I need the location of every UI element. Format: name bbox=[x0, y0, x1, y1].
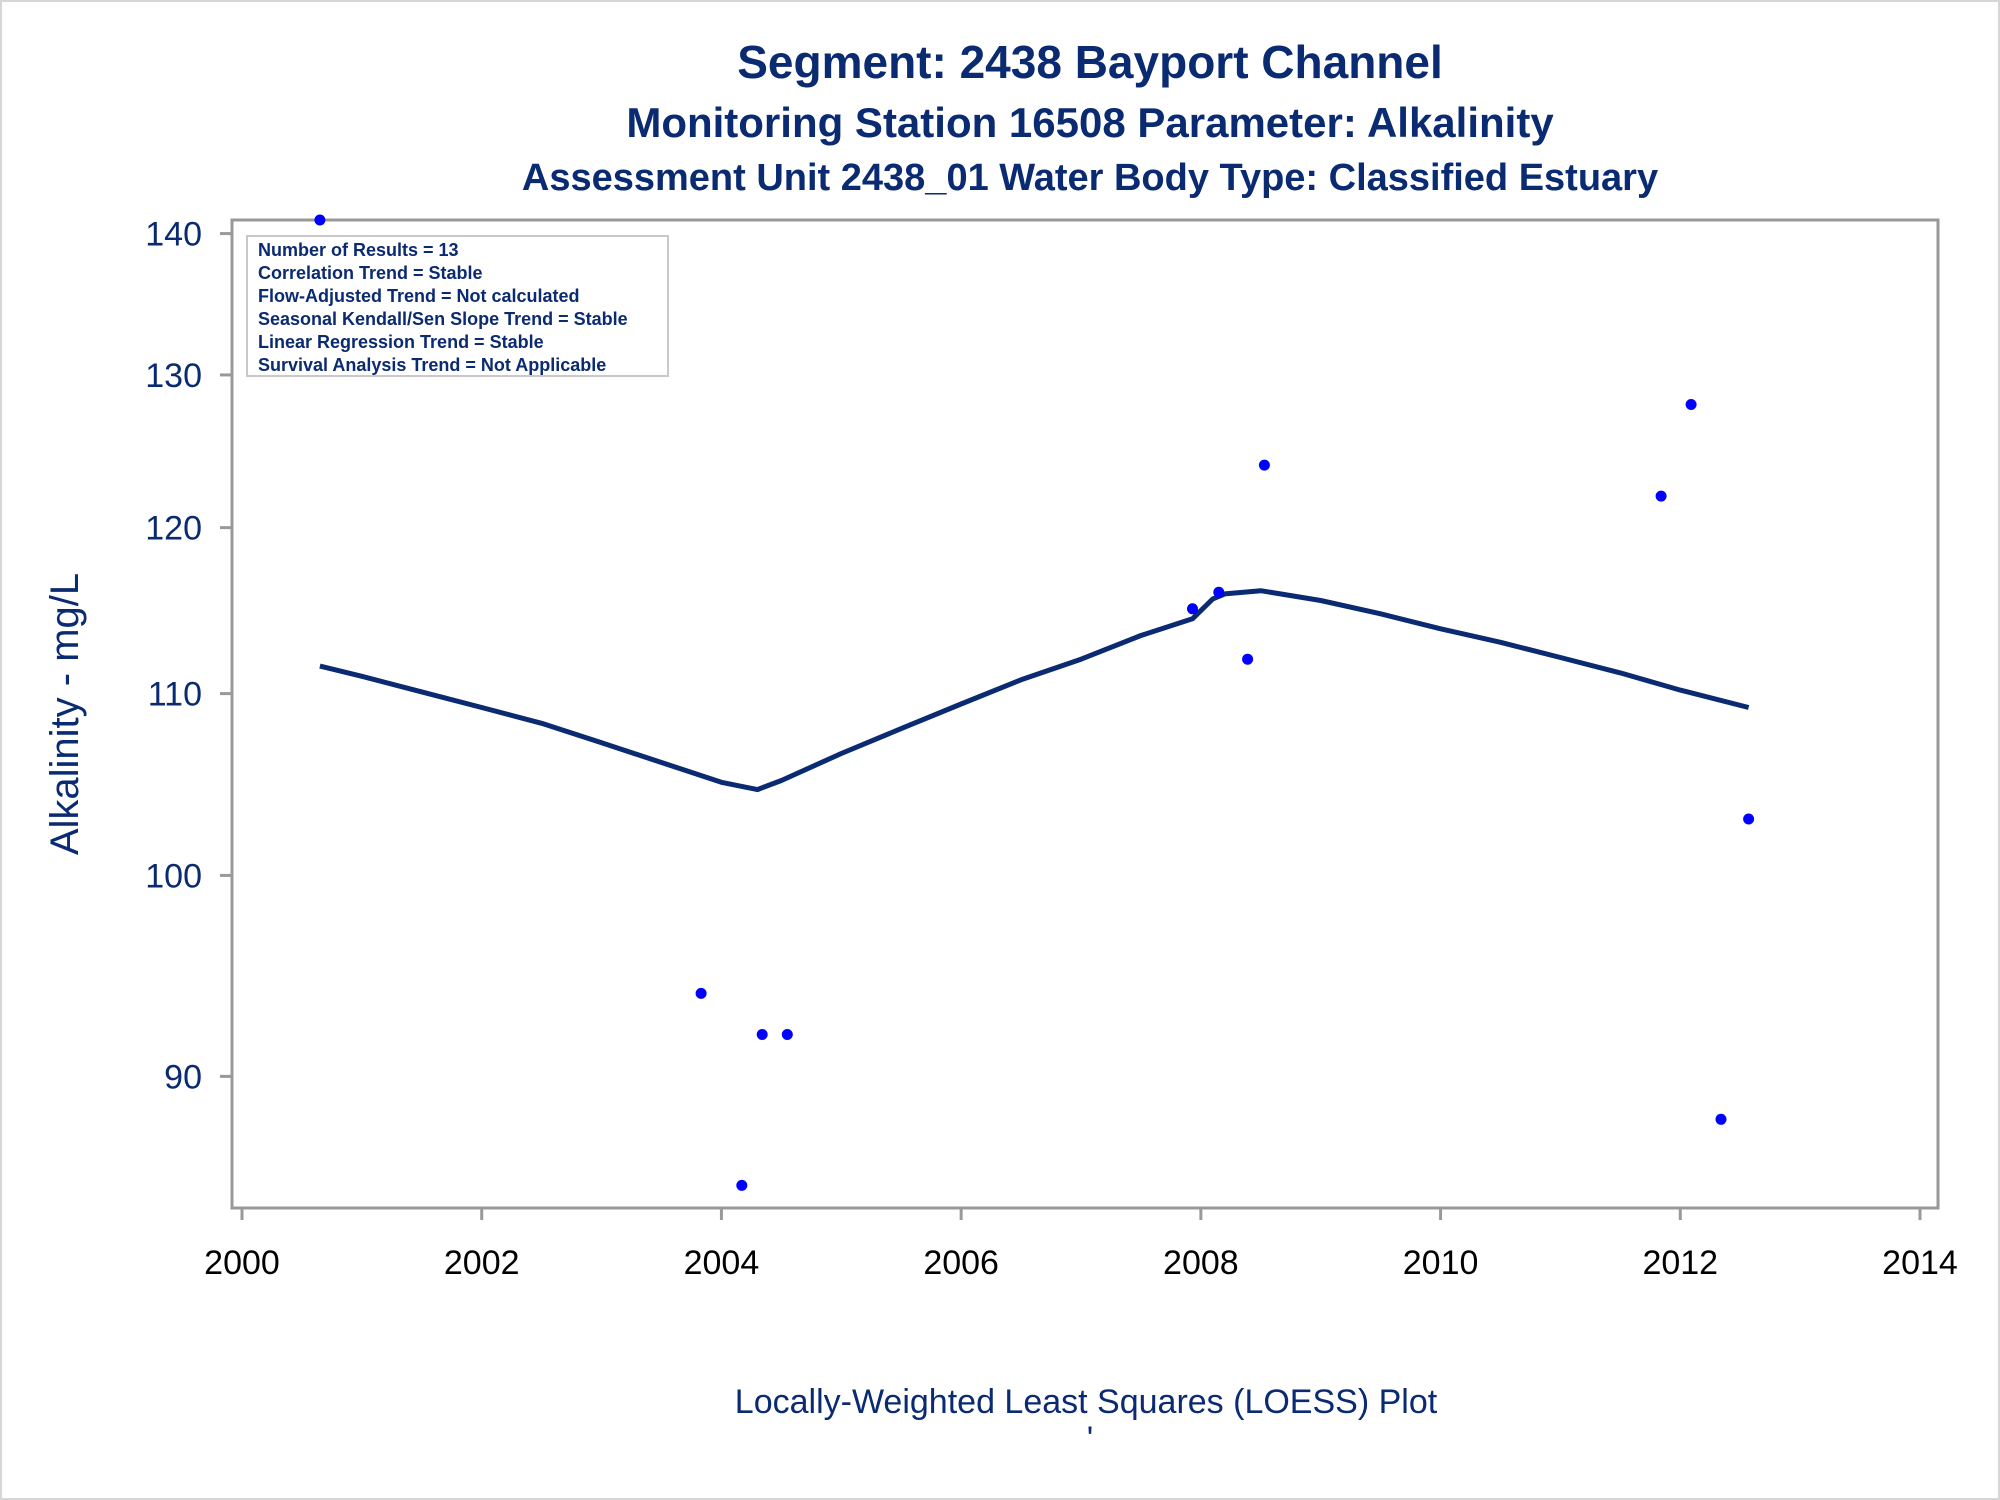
y-tick-label: 90 bbox=[164, 1058, 202, 1096]
y-tick-label: 140 bbox=[145, 216, 202, 254]
data-point bbox=[1715, 1113, 1727, 1125]
footnote: Locally-Weighted Least Squares (LOESS) P… bbox=[735, 1383, 1438, 1421]
data-point bbox=[1187, 603, 1198, 615]
x-tick-label: 2000 bbox=[204, 1244, 280, 1282]
x-tick-label: 2014 bbox=[1882, 1244, 1958, 1282]
x-tick-label: 2012 bbox=[1642, 1244, 1718, 1282]
x-tick-label: 2004 bbox=[684, 1244, 760, 1282]
footnote-mark: ' bbox=[1087, 1420, 1094, 1458]
data-point bbox=[1258, 459, 1270, 471]
data-point bbox=[1655, 490, 1667, 502]
stats-line-correlation: Correlation Trend = Stable bbox=[258, 263, 483, 283]
data-point bbox=[1743, 813, 1755, 825]
data-point bbox=[695, 987, 707, 999]
data-point bbox=[1242, 653, 1254, 665]
stats-line-seasonal-kendall: Seasonal Kendall/Sen Slope Trend = Stabl… bbox=[258, 309, 628, 329]
data-point bbox=[314, 214, 326, 226]
y-axis-label: Alkalinity - mg/L bbox=[43, 573, 87, 855]
data-point bbox=[1685, 399, 1697, 410]
y-tick-label: 110 bbox=[148, 676, 202, 714]
x-tick-label: 2008 bbox=[1163, 1244, 1239, 1282]
data-point bbox=[736, 1179, 748, 1191]
x-tick-label: 2006 bbox=[923, 1244, 999, 1282]
data-point bbox=[756, 1029, 768, 1040]
loess-series bbox=[319, 588, 1750, 793]
data-point bbox=[1213, 586, 1225, 598]
loess-line bbox=[319, 588, 1750, 793]
x-tick-label: 2002 bbox=[444, 1244, 520, 1282]
stats-line-survival: Survival Analysis Trend = Not Applicable bbox=[258, 355, 606, 375]
stats-line-flow-adjusted: Flow-Adjusted Trend = Not calculated bbox=[258, 286, 580, 306]
chart-subtitle: Monitoring Station 16508 Parameter: Alka… bbox=[626, 99, 1554, 146]
x-axis: 2000 2002 2004 2006 2008 2010 2012 2014 bbox=[204, 1208, 1958, 1282]
x-tick-label: 2010 bbox=[1403, 1244, 1479, 1282]
chart-title: Segment: 2438 Bayport Channel bbox=[737, 36, 1443, 88]
y-tick-label: 130 bbox=[145, 357, 202, 395]
y-axis: 90 100 110 120 130 140 bbox=[145, 216, 232, 1096]
chart-subtitle-2: Assessment Unit 2438_01 Water Body Type:… bbox=[522, 157, 1658, 199]
plot-area bbox=[230, 218, 1940, 1210]
stats-box: Number of Results = 13 Correlation Trend… bbox=[246, 235, 669, 377]
y-tick-label: 120 bbox=[145, 510, 202, 548]
stats-line-linear-regression: Linear Regression Trend = Stable bbox=[258, 332, 544, 352]
stats-line-results: Number of Results = 13 bbox=[258, 240, 459, 260]
data-point bbox=[781, 1029, 793, 1040]
y-tick-label: 100 bbox=[145, 857, 202, 895]
stats-box-border bbox=[246, 235, 669, 377]
observation-series bbox=[314, 214, 1755, 1191]
